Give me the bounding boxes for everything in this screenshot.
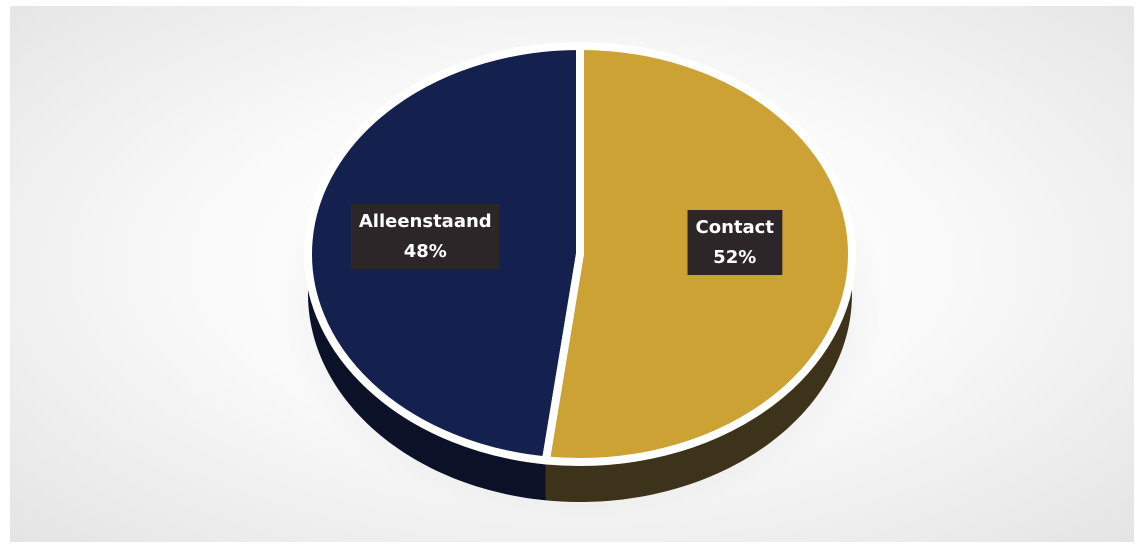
pie-chart: Alleenstaand 48% Contact 52% <box>277 41 887 521</box>
slice-value-contact: 52% <box>713 247 756 268</box>
pie-labels: Alleenstaand 48% Contact 52% <box>350 204 783 275</box>
slice-value-alleenstaand: 48% <box>404 241 447 262</box>
chart-frame: Alleenstaand 48% Contact 52% <box>10 6 1134 542</box>
slice-label-box-alleenstaand <box>350 204 500 270</box>
pie-side-contact <box>545 254 852 502</box>
slice-label-contact: Contact 52% <box>687 209 783 275</box>
slice-name-contact: Contact <box>696 217 775 238</box>
slice-name-alleenstaand: Alleenstaand <box>359 211 492 232</box>
slice-label-alleenstaand: Alleenstaand 48% <box>350 204 500 270</box>
slice-label-box-contact <box>687 209 783 275</box>
